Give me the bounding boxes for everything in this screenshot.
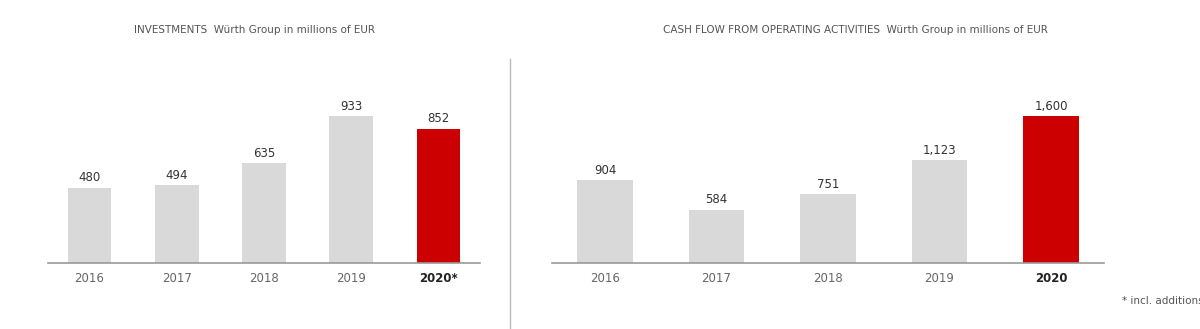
Text: 1,600: 1,600 [1034,100,1068,113]
Bar [800,194,856,263]
Text: 635: 635 [253,147,275,160]
Text: 852: 852 [427,113,450,125]
Bar [67,188,112,263]
Bar [577,180,632,263]
Text: * incl. additions of right-of-use assets: * incl. additions of right-of-use assets [1122,296,1200,306]
Text: 933: 933 [340,100,362,113]
Text: 584: 584 [706,193,727,206]
Text: 480: 480 [78,171,101,184]
Bar [155,186,198,263]
Text: 494: 494 [166,169,188,182]
Bar [1024,116,1079,263]
Text: 904: 904 [594,164,616,177]
Bar [416,129,461,263]
Bar [330,116,373,263]
Text: INVESTMENTS  Würth Group in millions of EUR: INVESTMENTS Würth Group in millions of E… [134,25,376,35]
Text: 751: 751 [817,178,839,190]
Text: CASH FLOW FROM OPERATING ACTIVITIES  Würth Group in millions of EUR: CASH FLOW FROM OPERATING ACTIVITIES Würt… [662,25,1048,35]
Bar [242,163,286,263]
Bar [689,210,744,263]
Text: 1,123: 1,123 [923,143,956,157]
Bar [912,160,967,263]
